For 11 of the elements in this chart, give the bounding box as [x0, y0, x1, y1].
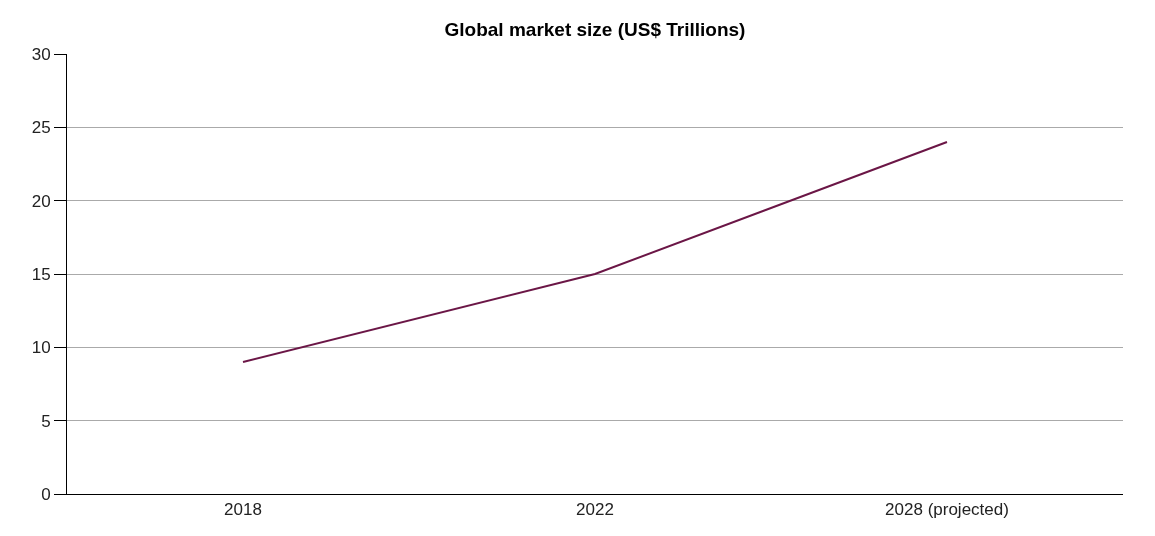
y-tick-label: 25	[31, 118, 51, 138]
y-tick-label: 10	[31, 338, 51, 358]
y-tick-label: 5	[41, 411, 51, 431]
y-tick-label: 15	[31, 264, 51, 284]
y-tick-label: 20	[31, 191, 51, 211]
y-tick-label: 30	[31, 44, 51, 64]
x-tick-label: 2018	[224, 500, 262, 520]
x-tick-label: 2022	[576, 500, 614, 520]
x-tick-label: 2028 (projected)	[885, 500, 1009, 520]
y-tick-label: 0	[41, 484, 51, 504]
chart-title: Global market size (US$ Trillions)	[444, 19, 746, 41]
